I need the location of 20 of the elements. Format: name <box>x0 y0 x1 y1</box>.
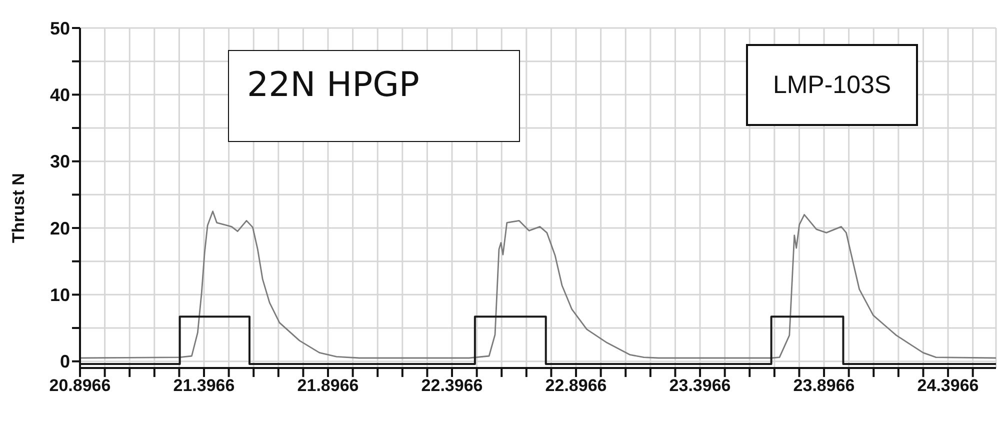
label-box: LMP-103S <box>746 44 918 126</box>
x-tick-label: 22.8966 <box>545 376 607 396</box>
x-tick-label: 21.3966 <box>173 376 235 396</box>
x-tick-label: 22.3966 <box>421 376 483 396</box>
y-tick-label: 0 <box>60 352 70 372</box>
annotation: 22N HPGP <box>247 65 420 105</box>
x-tick-label: 24.3966 <box>917 376 979 396</box>
x-tick-label: 20.8966 <box>49 376 111 396</box>
x-tick-label: 23.3966 <box>669 376 731 396</box>
y-axis-title: Thrust N <box>9 173 28 243</box>
x-tick-label: 21.8966 <box>297 376 359 396</box>
label-box: 22N HPGP <box>228 50 520 142</box>
y-tick-label: 40 <box>50 85 70 106</box>
annotation: LMP-103S <box>772 70 892 100</box>
y-tick-label: 50 <box>50 18 70 38</box>
x-tick-label: 23.8966 <box>793 376 855 396</box>
y-tick-label: 20 <box>50 218 70 238</box>
y-tick-label: 30 <box>50 152 70 172</box>
y-tick-label: 10 <box>50 285 70 306</box>
line-series <box>80 210 996 359</box>
